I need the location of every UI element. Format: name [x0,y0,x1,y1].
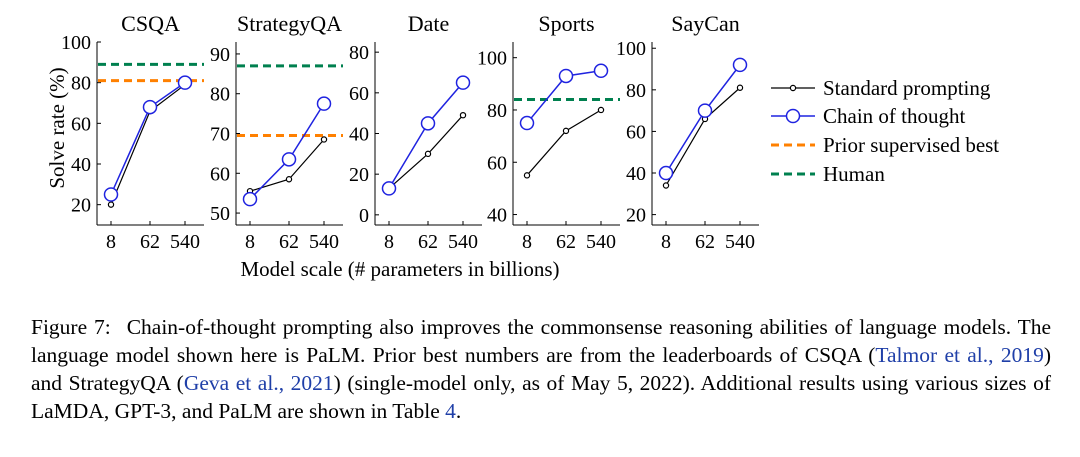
series-line-standard-prompting-saycan [665,87,741,186]
citation-link-geva[interactable]: Geva et al., 2021 [183,371,334,395]
panel-title-csqa: CSQA [121,11,180,36]
y-tick-label-date: 80 [349,42,369,64]
y-tick-label-date: 60 [349,83,369,105]
y-tick-label-csqa: 80 [71,73,91,95]
y-tick-label-saycan: 40 [626,163,646,185]
data-point-chain-of-thought-csqa [177,75,193,90]
data-point-chain-of-thought-date [455,75,471,90]
y-tick-label-saycan: 100 [616,38,646,60]
y-tick-label-strategyqa: 70 [210,124,230,146]
legend-standard-marker [789,84,797,92]
y-tick-label-sports: 60 [487,152,507,174]
data-point-chain-of-thought-sports [519,115,535,131]
y-tick-label-csqa: 60 [71,113,91,135]
data-point-standard-prompting-date [459,111,467,119]
x-tick-label-saycan: 540 [725,231,755,253]
y-axis-label: Solve rate (%) [45,67,69,188]
caption-label: Figure 7: [31,315,111,339]
y-tick-label-sports: 100 [477,48,507,70]
panel-csqa: CSQA 20 40 60 80 100 8 62 540 [61,11,204,253]
panel-strategyqa: StrategyQA 50 60 70 80 90 8 62 540 [210,11,343,253]
x-tick-label-saycan: 8 [661,231,671,253]
figure-caption: Figure 7: Chain-of-thought prompting also… [31,313,1051,425]
y-tick-label-csqa: 100 [61,32,91,54]
panel-title-saycan: SayCan [671,11,739,36]
x-tick-label-csqa: 62 [140,231,160,253]
x-tick-label-sports: 540 [586,231,616,253]
x-axis-label: Model scale (# parameters in billions) [241,257,560,281]
data-point-chain-of-thought-csqa [142,99,158,115]
y-tick-label-date: 0 [359,205,369,227]
series-line-standard-prompting-sports [526,109,602,176]
panel-date: Date 0 20 40 60 80 8 62 540 [349,11,482,253]
data-point-chain-of-thought-saycan [658,165,674,181]
y-tick-label-csqa: 20 [71,195,91,217]
legend-standard-label: Standard prompting [823,76,991,100]
x-tick-label-sports: 8 [522,231,532,253]
data-point-chain-of-thought-strategyqa [281,152,297,167]
panel-saycan: SayCan 20 40 60 80 100 8 62 540 [616,11,759,253]
x-tick-label-strategyqa: 62 [279,231,299,253]
legend-prior-label: Prior supervised best [823,133,999,157]
x-tick-label-saycan: 62 [695,231,715,253]
data-point-chain-of-thought-saycan [732,57,748,73]
data-point-standard-prompting-strategyqa [285,176,293,183]
series-line-chain-of-thought-date [388,82,464,189]
panel-title-date: Date [408,11,450,36]
x-tick-label-date: 8 [384,231,394,253]
data-point-chain-of-thought-sports [558,68,574,84]
panel-title-strategyqa: StrategyQA [237,11,342,36]
x-tick-label-date: 540 [448,231,478,253]
x-tick-label-csqa: 540 [170,231,200,253]
data-point-standard-prompting-strategyqa [320,136,328,143]
data-point-chain-of-thought-sports [593,63,609,79]
panel-title-sports: Sports [538,11,594,36]
y-tick-label-strategyqa: 80 [210,84,230,106]
y-tick-label-saycan: 80 [626,80,646,102]
y-tick-label-date: 20 [349,164,369,186]
data-point-standard-prompting-csqa [107,201,115,208]
data-point-chain-of-thought-date [420,116,436,131]
y-tick-label-strategyqa: 90 [210,44,230,66]
x-tick-label-sports: 62 [556,231,576,253]
citation-link-talmor[interactable]: Talmor et al., 2019 [875,343,1044,367]
data-point-chain-of-thought-date [381,181,397,196]
y-tick-label-sports: 40 [487,205,507,227]
data-point-chain-of-thought-saycan [697,103,713,118]
data-point-standard-prompting-saycan [662,182,670,189]
y-tick-label-date: 40 [349,124,369,146]
caption-text-4: . [455,399,462,423]
data-point-standard-prompting-date [424,150,432,158]
x-tick-label-strategyqa: 540 [309,231,339,253]
data-point-chain-of-thought-csqa [103,187,119,202]
y-tick-label-strategyqa: 50 [210,203,230,225]
legend-cot-label: Chain of thought [823,104,965,128]
caption-text-3: ) (single-model only, as of May 5, 2022)… [31,371,1051,423]
x-tick-label-date: 62 [418,231,438,253]
y-tick-label-csqa: 40 [71,154,91,176]
data-point-chain-of-thought-strategyqa [316,96,332,111]
data-point-standard-prompting-sports [597,106,605,114]
y-tick-label-sports: 80 [487,100,507,122]
data-point-standard-prompting-sports [562,127,570,135]
y-tick-label-strategyqa: 60 [210,163,230,185]
data-point-standard-prompting-sports [523,172,531,179]
table-ref-link[interactable]: 4 [445,399,456,423]
legend: Standard prompting Chain of thought Prio… [771,76,999,186]
legend-human-label: Human [823,162,885,186]
data-point-standard-prompting-saycan [736,84,744,91]
caption-text-2: ) and StrategyQA ( [31,343,1051,395]
caption-text-1: Chain-of-thought prompting also improves… [31,315,1051,367]
data-point-chain-of-thought-strategyqa [242,191,258,207]
panel-sports: Sports 40 60 80 100 8 62 540 [477,11,620,253]
y-tick-label-saycan: 60 [626,121,646,143]
x-tick-label-strategyqa: 8 [245,231,255,253]
x-tick-label-csqa: 8 [106,231,116,253]
y-tick-label-saycan: 20 [626,205,646,227]
legend-cot-marker [785,108,801,124]
